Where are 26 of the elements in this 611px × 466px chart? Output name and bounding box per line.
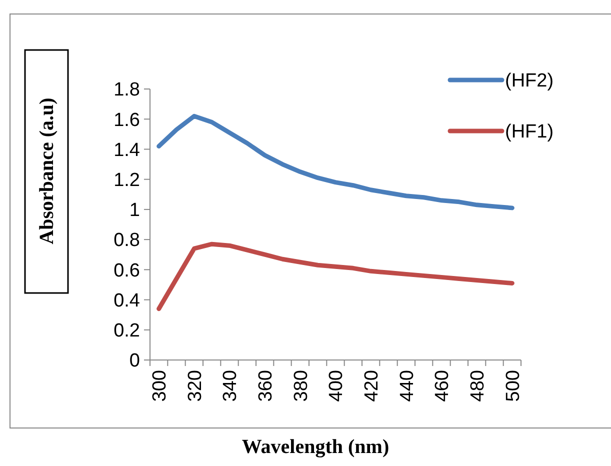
y-tick-label: 0: [129, 350, 140, 372]
x-tick-label: 300: [149, 370, 170, 402]
x-tick-label: 320: [184, 370, 206, 402]
x-axis-title: Wavelength (nm): [242, 436, 390, 458]
x-tick-label: 400: [326, 370, 348, 402]
y-tick-label: 0.8: [114, 230, 140, 252]
x-tick-label: 500: [502, 370, 524, 402]
y-axis-title: Absorbance (a.u): [36, 98, 58, 244]
x-tick-label: 480: [467, 370, 488, 402]
y-tick-label: 1.4: [114, 140, 140, 161]
line-series: [156, 242, 514, 312]
x-tick-label: 380: [290, 370, 312, 402]
y-tick-label: 0.6: [114, 260, 140, 282]
x-tick-label: 420: [361, 370, 382, 402]
y-tick-label: 1.8: [114, 80, 140, 101]
x-tick-label: 340: [220, 370, 242, 402]
y-tick-label: 0.2: [114, 320, 140, 342]
y-tick-label: 1.6: [114, 110, 140, 131]
x-tick-label: 360: [255, 370, 276, 402]
x-tick-label: 460: [432, 370, 454, 402]
y-tick-label: 0.4: [114, 290, 140, 312]
legend-label: (HF2): [505, 70, 554, 92]
x-tick-label: 440: [396, 370, 418, 402]
y-tick-label: 1.2: [114, 170, 140, 191]
legend-label: (HF1): [505, 122, 554, 143]
y-tick-label: 1: [129, 200, 140, 222]
